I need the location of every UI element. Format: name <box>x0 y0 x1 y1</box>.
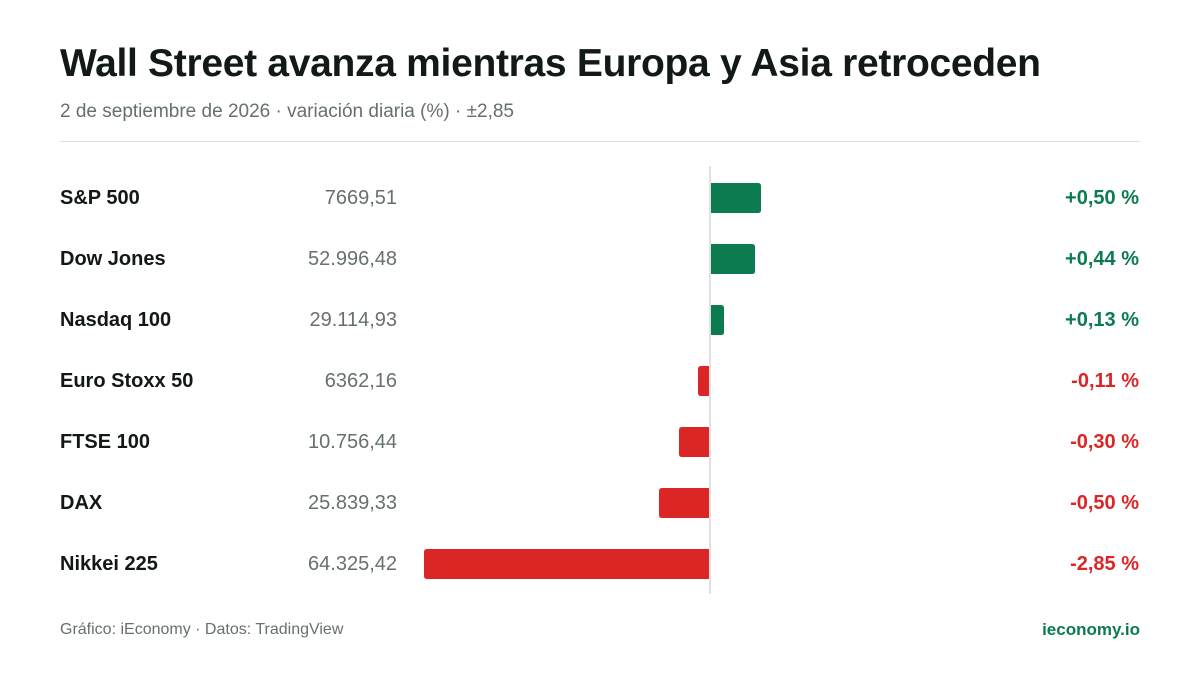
category-label: Nikkei 225 <box>60 553 158 575</box>
index-value: 29.114,93 <box>310 309 398 331</box>
bar-negative <box>659 488 709 518</box>
index-value: 10.756,44 <box>308 431 397 453</box>
brand-link[interactable]: ieconomy.io <box>1042 620 1140 639</box>
source-credit: Gráfico: iEconomy · Datos: TradingView <box>60 621 344 638</box>
category-label: Dow Jones <box>60 248 166 270</box>
category-label: S&P 500 <box>60 187 140 209</box>
category-label: FTSE 100 <box>60 431 150 453</box>
index-value: 64.325,42 <box>308 553 397 575</box>
category-label: DAX <box>60 492 103 514</box>
chart-title: Wall Street avanza mientras Europa y Asi… <box>60 42 1041 85</box>
index-value: 6362,16 <box>325 370 397 392</box>
change-label: +0,50 % <box>1065 187 1139 209</box>
bar-negative <box>679 427 709 457</box>
change-label: -2,85 % <box>1070 553 1139 575</box>
bar-negative <box>424 549 709 579</box>
bar-positive <box>711 244 755 274</box>
bar-positive <box>711 305 724 335</box>
change-label: -0,11 % <box>1071 370 1139 392</box>
change-label: -0,30 % <box>1070 431 1139 453</box>
category-label: Euro Stoxx 50 <box>60 370 193 392</box>
index-value: 25.839,33 <box>308 492 397 514</box>
change-label: +0,44 % <box>1065 248 1139 270</box>
bar-positive <box>711 183 761 213</box>
header-divider <box>60 141 1140 142</box>
change-label: -0,50 % <box>1070 492 1139 514</box>
index-value: 52.996,48 <box>308 248 397 270</box>
chart-subtitle: 2 de septiembre de 2026 · variación diar… <box>60 101 514 122</box>
bar-negative <box>698 366 709 396</box>
category-label: Nasdaq 100 <box>60 309 171 331</box>
index-value: 7669,51 <box>325 187 397 209</box>
change-label: +0,13 % <box>1065 309 1139 331</box>
